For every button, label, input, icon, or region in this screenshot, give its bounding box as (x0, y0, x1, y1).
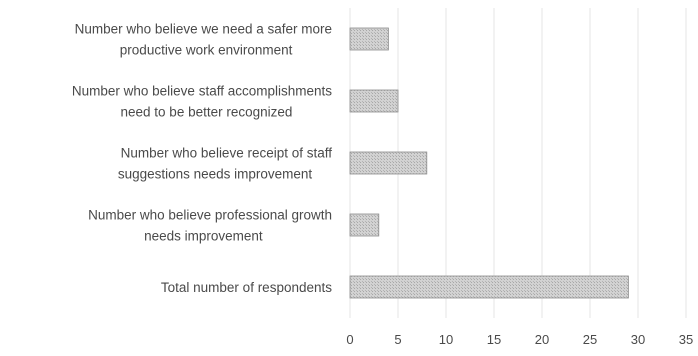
bars (349, 27, 629, 299)
bar (349, 89, 399, 113)
bar (349, 151, 428, 175)
x-tick-label: 35 (679, 332, 693, 347)
x-tick-label: 20 (535, 332, 549, 347)
x-axis-tick-labels: 0 5 10 15 20 25 30 35 (346, 332, 693, 347)
category-label: Total number of respondents (161, 280, 332, 295)
x-tick-label: 5 (394, 332, 401, 347)
category-label: Number who believe professional growth ne… (88, 208, 332, 244)
category-label: Number who believe staff accomplishments… (72, 84, 332, 120)
x-tick-label: 15 (487, 332, 501, 347)
bar (349, 27, 389, 51)
category-label: Number who believe we need a safer more p… (75, 22, 332, 58)
bar (349, 275, 629, 299)
x-tick-label: 10 (439, 332, 453, 347)
x-tick-label: 25 (583, 332, 597, 347)
category-labels: Number who believe we need a safer more p… (72, 22, 332, 296)
category-label: Number who believe receipt of staff sugge… (118, 146, 332, 182)
bar (349, 213, 380, 237)
gridlines (349, 8, 687, 318)
x-tick-label: 30 (631, 332, 645, 347)
x-tick-label: 0 (346, 332, 353, 347)
